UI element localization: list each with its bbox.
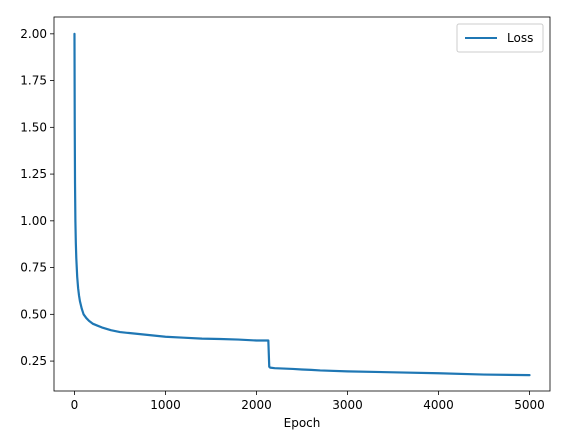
x-tick-label-0: 0 bbox=[71, 398, 79, 412]
series-layer bbox=[73, 32, 531, 377]
x-tick-label-4: 4000 bbox=[423, 398, 454, 412]
y-tick-label-2: 0.75 bbox=[20, 261, 47, 275]
plot-frame bbox=[53, 16, 551, 392]
legend-label-loss: Loss bbox=[507, 31, 533, 45]
legend-box bbox=[456, 23, 544, 53]
y-tick-label-7: 2.00 bbox=[20, 27, 47, 41]
y-tick-label-1: 0.50 bbox=[20, 307, 47, 321]
x-tick-label-1: 1000 bbox=[150, 398, 181, 412]
y-tick-label-6: 1.75 bbox=[20, 74, 47, 88]
y-tick-label-5: 1.50 bbox=[20, 120, 47, 134]
plot-background bbox=[54, 17, 550, 391]
legend: Loss bbox=[456, 23, 544, 53]
y-tick-label-3: 1.00 bbox=[20, 214, 47, 228]
x-axis: 0 1000 2000 3000 4000 5000 bbox=[71, 391, 545, 412]
y-tick-label-4: 1.25 bbox=[20, 167, 47, 181]
series-line-0 bbox=[73, 32, 531, 377]
y-tick-label-0: 0.25 bbox=[20, 354, 47, 368]
x-tick-label-2: 2000 bbox=[241, 398, 272, 412]
x-axis-label: Epoch bbox=[284, 416, 321, 430]
y-axis: 0.25 0.50 0.75 1.00 1.25 1.50 1.75 2.00 bbox=[20, 27, 54, 368]
x-tick-label-3: 3000 bbox=[332, 398, 363, 412]
x-tick-label-5: 5000 bbox=[514, 398, 545, 412]
